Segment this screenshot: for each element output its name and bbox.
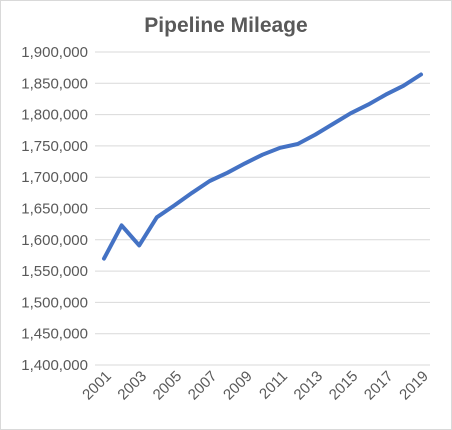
x-tick-label: 2019 — [396, 368, 432, 404]
y-tick-label: 1,500,000 — [21, 294, 88, 311]
series-lines — [102, 72, 423, 261]
y-tick-label: 1,650,000 — [21, 201, 88, 218]
x-tick-label: 2013 — [291, 368, 327, 404]
x-tick-label: 2011 — [256, 368, 291, 403]
y-tick-label: 1,800,000 — [21, 107, 88, 124]
chart-title: Pipeline Mileage — [144, 14, 308, 37]
y-tick-label: 1,750,000 — [21, 138, 88, 155]
y-tick-label: 1,600,000 — [21, 232, 88, 249]
y-tick-label: 1,900,000 — [21, 44, 88, 61]
y-tick-label: 1,700,000 — [21, 169, 88, 186]
x-tick-label: 2017 — [361, 368, 397, 404]
x-axis-tick-labels: 2001 2003 2005 2007 2009 2011 2013 2015 2017 2019 — [79, 368, 432, 404]
x-tick-label: 2005 — [150, 368, 186, 404]
x-tick-label: 2009 — [220, 368, 256, 404]
y-axis-tick-labels: 1,400,000 1,450,000 1,500,000 1,550,000 1,60… — [21, 44, 88, 374]
x-tick-label: 2007 — [185, 368, 221, 404]
gridlines — [95, 51, 430, 366]
y-tick-label: 1,400,000 — [21, 357, 88, 374]
series-line — [102, 72, 423, 261]
y-tick-label: 1,450,000 — [21, 326, 88, 343]
x-tick-label: 2015 — [326, 368, 362, 404]
x-tick-label: 2003 — [114, 368, 150, 404]
y-tick-label: 1,550,000 — [21, 263, 88, 280]
y-tick-label: 1,850,000 — [21, 75, 88, 92]
